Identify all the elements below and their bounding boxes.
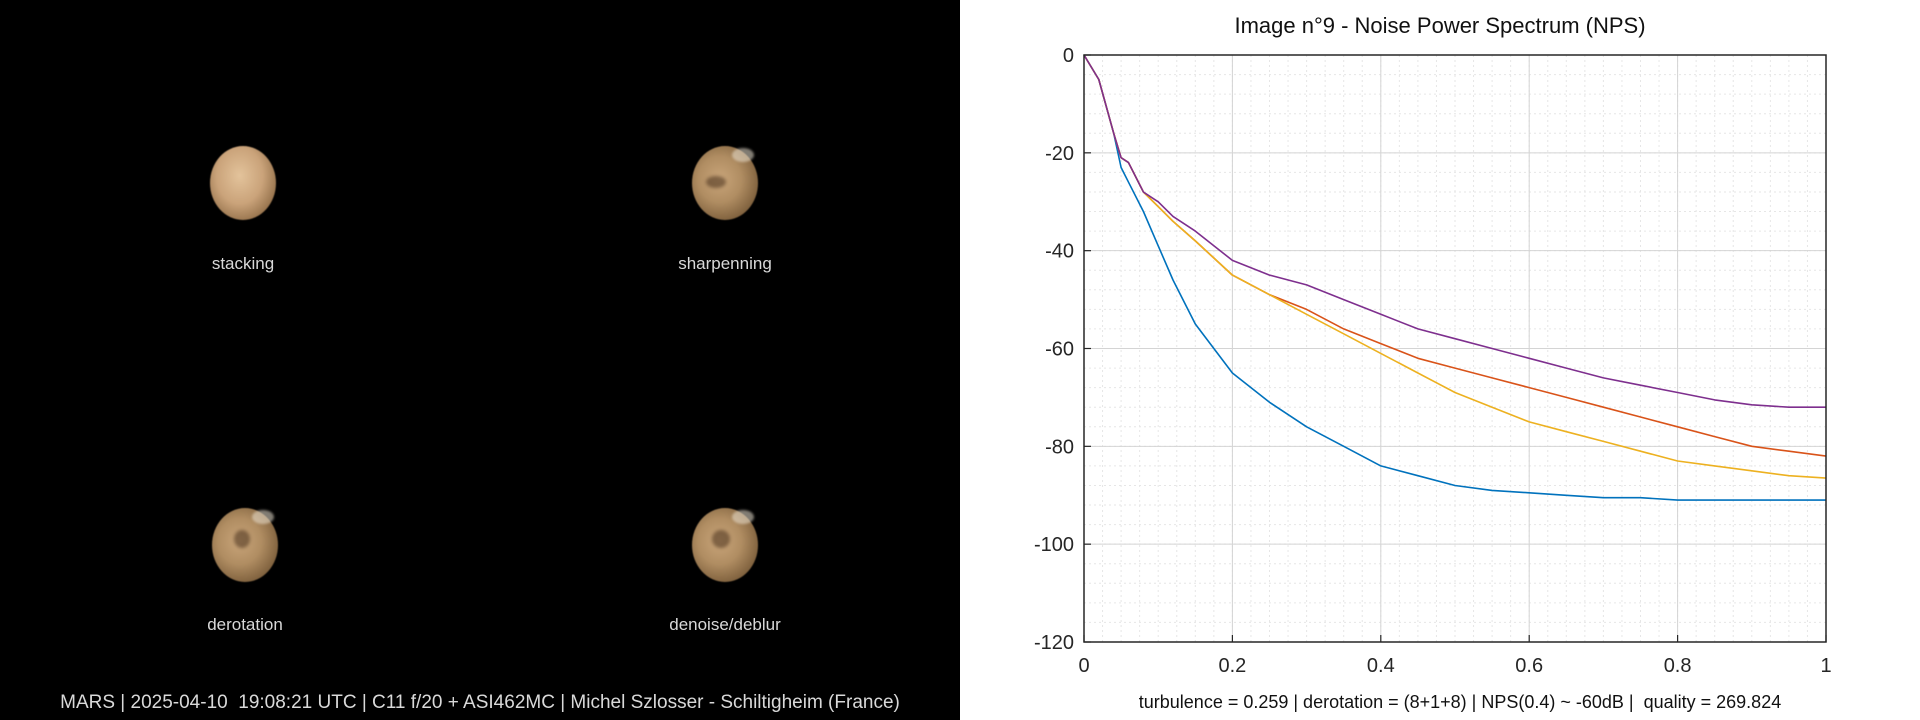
y-tick-label: -100	[1034, 534, 1074, 556]
image-panel: stacking sharpenning derotation denoise/…	[0, 0, 960, 720]
y-tick-label: -120	[1034, 632, 1074, 654]
series-line-4	[1083, 54, 1826, 408]
planet-image-derotation	[212, 508, 278, 582]
nps-chart: 0 0.2 0.4 0.6 0.8 1 0 -20 -40 -60 -80 -100 -120	[1034, 45, 1832, 677]
y-tick-label: -60	[1045, 339, 1074, 361]
chart-stats-footer: turbulence = 0.259 | derotation = (8+1+8…	[1138, 692, 1782, 712]
planet-image-stacking	[210, 146, 276, 220]
chart-title: Image n°9 - Noise Power Spectrum (NPS)	[1234, 13, 1646, 38]
panel-label-derotation: derotation	[207, 615, 283, 634]
y-tick-label: -40	[1045, 241, 1074, 263]
x-tick-label: 0.4	[1367, 655, 1395, 677]
x-tick-label: 0.8	[1664, 655, 1692, 677]
y-tick-label: -80	[1045, 436, 1074, 458]
major-grid	[1083, 54, 1827, 643]
planet-image-denoise	[692, 508, 758, 582]
series-layer	[1083, 54, 1827, 501]
series-line-1	[1083, 54, 1826, 501]
x-tick-label: 0	[1078, 655, 1089, 677]
x-tick-label: 0.6	[1515, 655, 1543, 677]
y-tick-label: -20	[1045, 143, 1074, 165]
panel-label-denoise: denoise/deblur	[669, 615, 781, 634]
panel-label-stacking: stacking	[211, 254, 275, 273]
x-tick-label: 1	[1820, 655, 1831, 677]
tick-layer: 0 0.2 0.4 0.6 0.8 1 0 -20 -40 -60 -80 -100 -120	[1034, 45, 1832, 677]
planet-image-sharpening	[692, 146, 758, 220]
panel-label-sharpening: sharpenning	[678, 254, 772, 273]
x-tick-label: 0.2	[1218, 655, 1246, 677]
y-tick-label: 0	[1063, 45, 1074, 67]
capture-info-footer: MARS | 2025-04-10 19:08:21 UTC | C11 f/2…	[60, 692, 900, 713]
